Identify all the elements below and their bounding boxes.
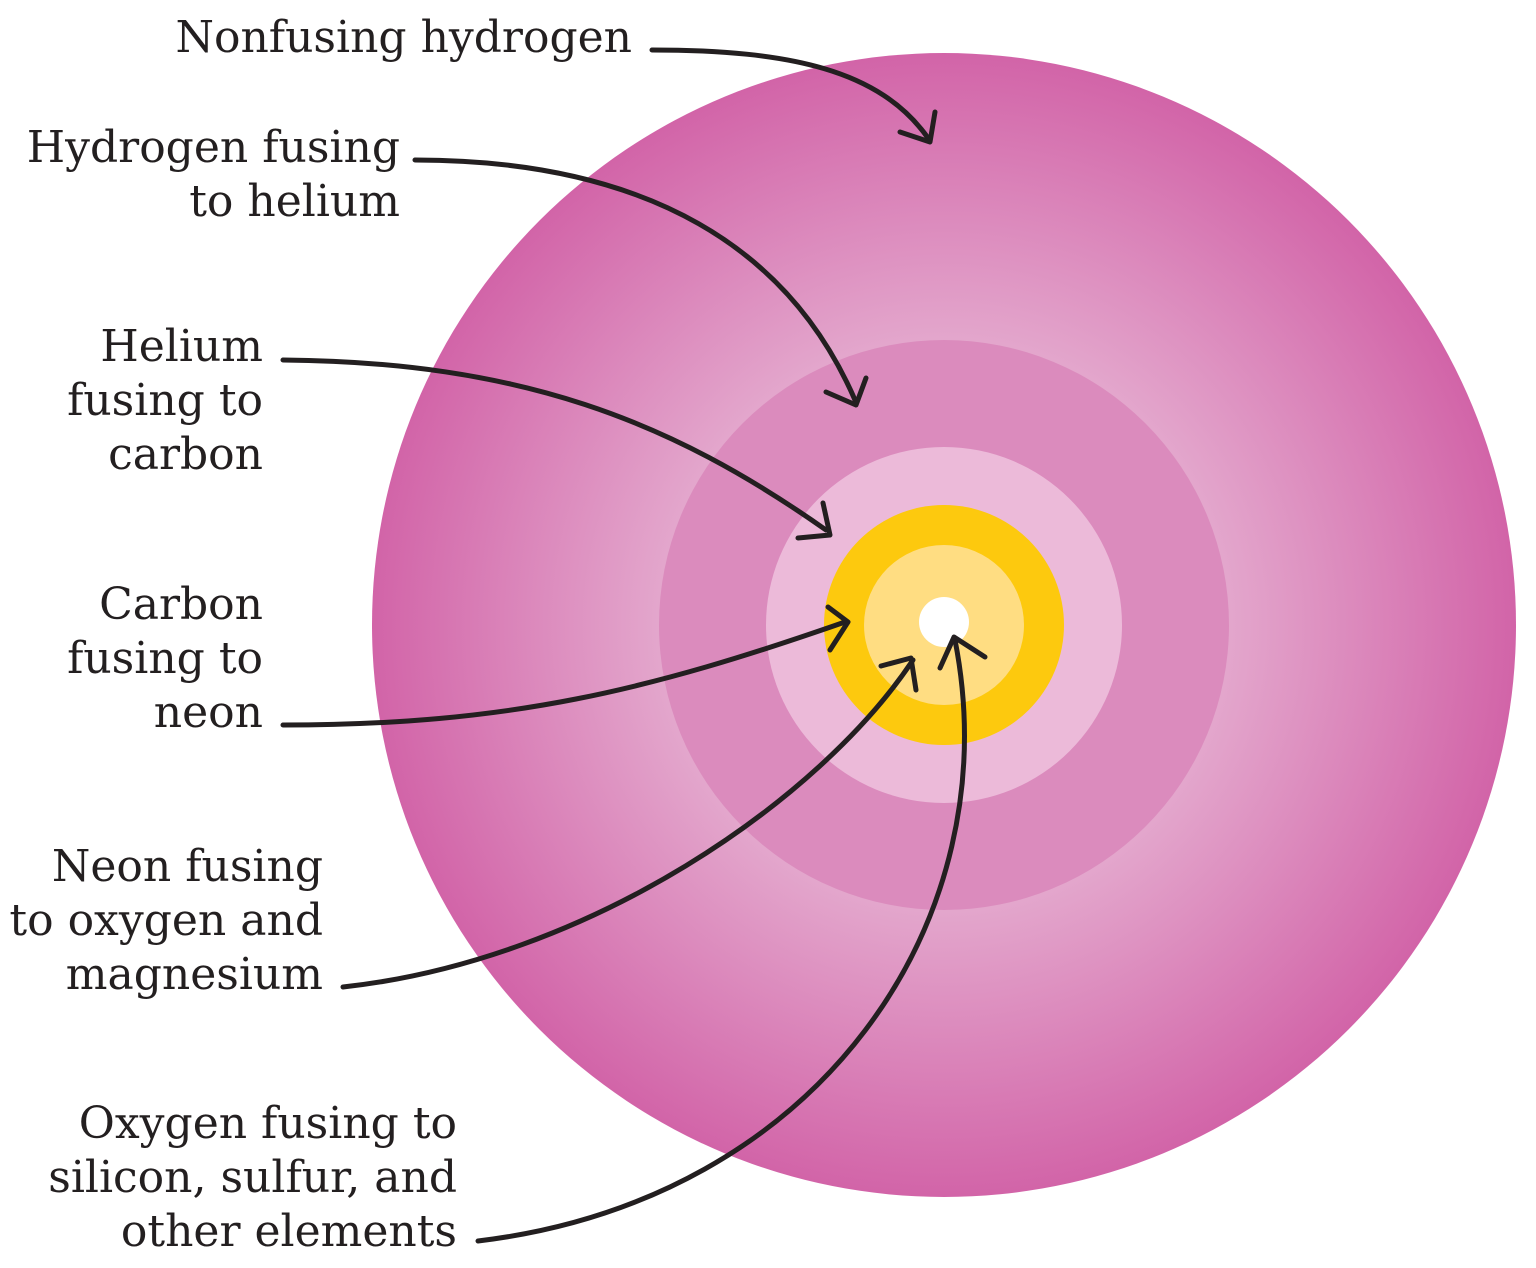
label-helium-fusing: Helium fusing to carbon — [67, 321, 263, 480]
arrow-neon-fusing — [340, 655, 919, 990]
label-carbon-fusing: Carbon fusing to neon — [67, 579, 263, 738]
label-nonfusing-hydrogen: Nonfusing hydrogen — [175, 12, 632, 63]
arrow-carbon-fusing — [280, 604, 851, 728]
oxygen-fusing-core — [919, 597, 969, 647]
arrow-hydrogen-fusing — [412, 157, 869, 408]
label-neon-fusing: Neon fusing to oxygen and magnesium — [9, 841, 323, 1000]
label-oxygen-fusing: Oxygen fusing to silicon, sulfur, and ot… — [48, 1098, 457, 1257]
arrow-nonfusing-hydrogen — [649, 47, 938, 145]
arrow-helium-fusing — [280, 357, 833, 541]
arrow-oxygen-fusing — [475, 634, 988, 1244]
label-hydrogen-fusing: Hydrogen fusing to helium — [26, 122, 400, 227]
